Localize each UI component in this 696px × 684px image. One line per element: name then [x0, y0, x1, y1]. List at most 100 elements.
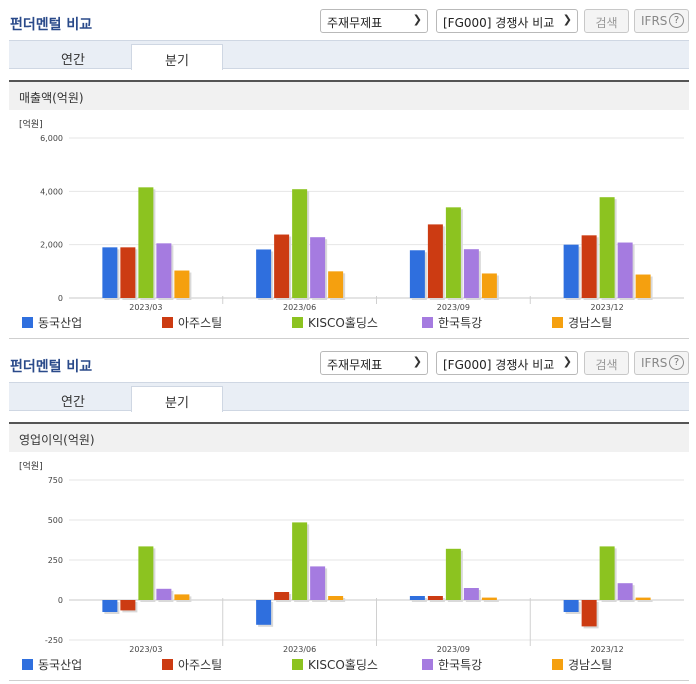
panel-header: 펀더멘털 비교 주재무제표 ❯ [FG000] 경쟁사 비교 ❯ 검색 IFRS…	[0, 0, 696, 40]
unit-label: [억원]	[19, 118, 43, 130]
bar-아주스틸	[581, 235, 597, 298]
legend-swatch	[162, 659, 173, 670]
bar-KISCO홀딩스	[292, 522, 308, 600]
x-tick-label: 2023/12	[591, 303, 624, 312]
x-tick-label: 2023/03	[129, 645, 162, 654]
search-button[interactable]: 검색	[584, 9, 629, 33]
bar-경남스틸	[481, 597, 497, 600]
divider	[9, 680, 689, 681]
bar-한국특강	[310, 237, 326, 298]
bar-아주스틸	[427, 596, 443, 600]
help-icon: ?	[669, 355, 684, 370]
bar-동국산업	[563, 244, 579, 298]
x-tick-label: 2023/03	[129, 303, 162, 312]
legend-item[interactable]: 한국특강	[422, 656, 482, 673]
tab-quarterly[interactable]: 분기	[131, 44, 223, 70]
chevron-down-icon: ❯	[562, 13, 572, 26]
legend-label: KISCO홀딩스	[308, 316, 378, 330]
fundamental-panel-operating-profit: 펀더멘털 비교 주재무제표 ❯ [FG000] 경쟁사 비교 ❯ 검색 IFRS…	[0, 342, 696, 684]
chevron-down-icon: ❯	[562, 355, 572, 368]
bar-경남스틸	[635, 597, 651, 600]
bar-한국특강	[617, 583, 633, 600]
y-tick-label: 4,000	[40, 187, 63, 196]
bar-한국특강	[156, 243, 172, 298]
bar-경남스틸	[174, 594, 190, 600]
statement-select[interactable]: 주재무제표 ❯	[320, 351, 428, 375]
y-tick-label: 6,000	[40, 134, 63, 143]
y-tick-label: 500	[48, 516, 63, 525]
bar-KISCO홀딩스	[292, 189, 308, 298]
chevron-down-icon: ❯	[412, 13, 422, 26]
bar-한국특강	[310, 566, 326, 600]
legend-item[interactable]: KISCO홀딩스	[292, 656, 378, 673]
ifrs-button[interactable]: IFRS ?	[634, 351, 689, 375]
bar-동국산업	[256, 249, 272, 298]
panel-title: 펀더멘털 비교	[10, 359, 93, 375]
bar-KISCO홀딩스	[445, 548, 461, 600]
bar-동국산업	[102, 247, 118, 298]
search-button[interactable]: 검색	[584, 351, 629, 375]
bar-경남스틸	[328, 596, 344, 600]
compare-select-value: [FG000] 경쟁사 비교	[443, 16, 555, 30]
bar-아주스틸	[274, 234, 290, 298]
legend-label: 아주스틸	[178, 316, 223, 330]
y-tick-label: 2,000	[40, 241, 63, 250]
bar-동국산업	[256, 600, 272, 625]
period-tabs: 연간 분기	[9, 382, 689, 412]
statement-select-value: 주재무제표	[327, 16, 383, 30]
statement-select[interactable]: 주재무제표 ❯	[320, 9, 428, 33]
legend-label: 동국산업	[38, 658, 83, 672]
x-tick-label: 2023/06	[283, 645, 316, 654]
legend-item[interactable]: KISCO홀딩스	[292, 314, 378, 331]
bar-shadow	[637, 599, 653, 602]
tab-annual[interactable]: 연간	[61, 53, 85, 68]
bar-경남스틸	[481, 273, 497, 298]
bar-아주스틸	[274, 592, 290, 600]
legend-label: 한국특강	[438, 316, 483, 330]
y-tick-label: -250	[45, 636, 63, 645]
bar-한국특강	[617, 242, 633, 298]
legend-swatch	[22, 317, 33, 328]
legend-item[interactable]: 동국산업	[22, 656, 82, 673]
panel-title: 펀더멘털 비교	[10, 17, 93, 33]
help-icon: ?	[669, 13, 684, 28]
legend-swatch	[422, 317, 433, 328]
legend-item[interactable]: 한국특강	[422, 314, 482, 331]
compare-select[interactable]: [FG000] 경쟁사 비교 ❯	[436, 351, 578, 375]
tab-quarterly[interactable]: 분기	[131, 386, 223, 412]
legend-label: 동국산업	[38, 316, 83, 330]
bar-한국특강	[463, 588, 479, 600]
x-tick-label: 2023/06	[283, 303, 316, 312]
y-tick-label: 0	[58, 596, 63, 605]
legend-item[interactable]: 동국산업	[22, 314, 82, 331]
divider	[9, 338, 689, 339]
x-tick-label: 2023/09	[437, 303, 470, 312]
compare-select-value: [FG000] 경쟁사 비교	[443, 358, 555, 372]
chart-title: 영업이익(억원)	[9, 422, 689, 452]
legend-item[interactable]: 아주스틸	[162, 656, 222, 673]
bar-동국산업	[409, 596, 425, 600]
panel-header: 펀더멘털 비교 주재무제표 ❯ [FG000] 경쟁사 비교 ❯ 검색 IFRS…	[0, 342, 696, 382]
x-tick-label: 2023/12	[591, 645, 624, 654]
legend-item[interactable]: 경남스틸	[552, 656, 612, 673]
bar-아주스틸	[120, 247, 136, 298]
legend-swatch	[552, 317, 563, 328]
legend-item[interactable]: 경남스틸	[552, 314, 612, 331]
period-tabs: 연간 분기	[9, 40, 689, 70]
y-tick-label: 250	[48, 556, 63, 565]
tab-annual[interactable]: 연간	[61, 395, 85, 410]
bar-아주스틸	[120, 600, 136, 611]
legend-label: 경남스틸	[568, 658, 613, 672]
bar-경남스틸	[174, 270, 190, 298]
ifrs-button[interactable]: IFRS ?	[634, 9, 689, 33]
legend-label: 아주스틸	[178, 658, 223, 672]
bar-아주스틸	[581, 600, 597, 627]
legend-label: 경남스틸	[568, 316, 613, 330]
bar-한국특강	[463, 249, 479, 298]
legend-swatch	[22, 659, 33, 670]
bar-KISCO홀딩스	[599, 197, 615, 298]
legend-swatch	[162, 317, 173, 328]
chevron-down-icon: ❯	[412, 355, 422, 368]
compare-select[interactable]: [FG000] 경쟁사 비교 ❯	[436, 9, 578, 33]
legend-item[interactable]: 아주스틸	[162, 314, 222, 331]
